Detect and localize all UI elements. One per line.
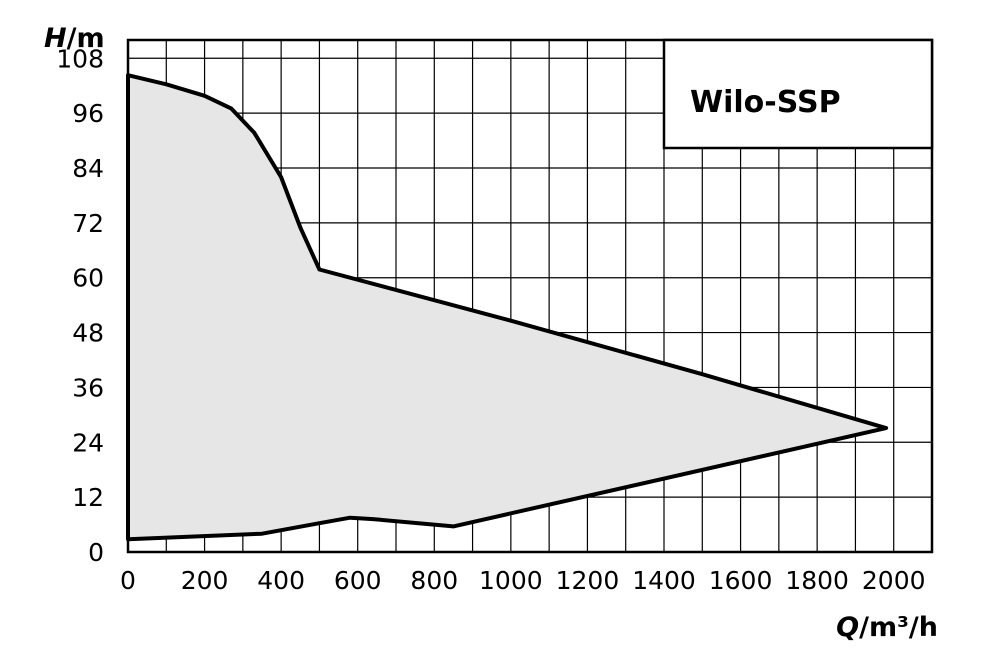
x-axis-title: Q/m³/h bbox=[836, 612, 938, 643]
x-tick-label: 1000 bbox=[479, 566, 543, 595]
y-tick-label: 0 bbox=[88, 538, 104, 567]
x-tick-label: 1200 bbox=[556, 566, 620, 595]
y-axis-unit: /m bbox=[67, 23, 105, 54]
y-tick-label: 48 bbox=[72, 319, 104, 348]
legend-frame bbox=[662, 38, 934, 150]
y-tick-label: 24 bbox=[72, 428, 104, 457]
y-tick-label: 72 bbox=[72, 209, 104, 238]
operating-range-outline bbox=[126, 73, 889, 542]
x-axis-variable: Q bbox=[836, 612, 859, 643]
y-tick-label: 60 bbox=[72, 264, 104, 293]
y-tick-label: 96 bbox=[72, 99, 104, 128]
x-tick-label: 600 bbox=[334, 566, 382, 595]
y-tick-label: 84 bbox=[72, 154, 104, 183]
x-axis-unit: /m³/h bbox=[859, 612, 938, 643]
x-axis-ticks: 0 200 400 600 800 1000 1200 1400 1600 1800 2000 bbox=[120, 566, 925, 595]
y-tick-label: 36 bbox=[72, 373, 104, 402]
legend-label: Wilo-SSP bbox=[690, 85, 841, 120]
x-tick-label: 400 bbox=[257, 566, 305, 595]
x-tick-label: 1600 bbox=[709, 566, 773, 595]
y-axis-ticks: 0 12 24 36 48 60 72 84 96 108 bbox=[56, 44, 104, 567]
plot-frame bbox=[126, 38, 934, 554]
x-tick-label: 1800 bbox=[785, 566, 849, 595]
legend-box: Wilo-SSP bbox=[662, 38, 934, 150]
x-tick-label: 800 bbox=[410, 566, 458, 595]
y-axis-variable: H bbox=[44, 23, 67, 54]
y-axis-title: H/m bbox=[44, 23, 105, 54]
x-tick-label: 0 bbox=[120, 566, 136, 595]
y-tick-label: 12 bbox=[72, 483, 104, 512]
y-tick-label: 108 bbox=[56, 44, 104, 73]
x-tick-label: 200 bbox=[181, 566, 229, 595]
operating-range-area bbox=[128, 75, 887, 540]
x-tick-label: 1400 bbox=[632, 566, 696, 595]
x-tick-label: 2000 bbox=[862, 566, 926, 595]
